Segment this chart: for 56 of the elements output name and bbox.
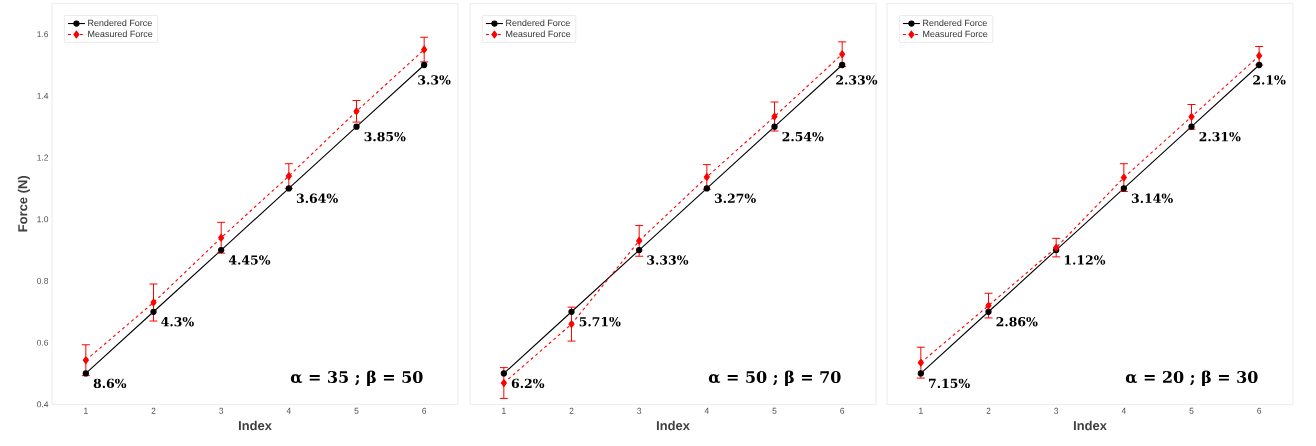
y-tick-label: 0.8 [37,277,49,284]
annotation: 3.14% [1131,193,1173,203]
y-tick-label: 1.4 [37,92,49,99]
annotation: 3.27% [714,193,756,203]
legend-label: Rendered Force [88,19,152,26]
x-tick-label: 5 [772,407,777,414]
annotation: 3.3% [418,75,451,85]
x-tick-label: 2 [151,407,156,414]
x-tick-label: 3 [637,407,642,414]
x-tick-label: 5 [354,407,359,414]
annotation: α = 20 ; β = 30 [1125,370,1258,386]
annotation: 2.33% [836,75,878,85]
x-tick-label: 2 [986,407,991,414]
legend-label: Measured Force [88,30,153,37]
annotation: 2.54% [782,131,824,142]
annotation: 7.15% [929,378,970,388]
legend-label: Measured Force [923,30,988,37]
x-tick-label: 1 [84,407,88,414]
y-axis-title: Force (N) [17,175,30,232]
annotation: 4.3% [161,316,194,327]
x-tick-label: 2 [569,407,574,414]
annotation: 3.33% [647,255,689,265]
annotation: α = 50 ; β = 70 [708,370,841,386]
x-tick-label: 4 [704,407,709,414]
annotation: 2.86% [996,316,1038,327]
y-tick-label: 1.2 [37,154,49,161]
x-axis-title: Index [656,420,690,431]
annotation: 4.45% [228,255,271,265]
legend-label: Rendered Force [506,19,570,26]
annotation: α = 35 ; β = 50 [290,370,423,386]
x-tick-label: 6 [840,407,845,414]
x-axis-title: Index [238,420,272,431]
legend-label: Rendered Force [923,19,987,26]
annotation: 2.31% [1199,131,1241,142]
y-tick-label: 1.6 [37,31,49,37]
annotation: 1.12% [1064,255,1106,265]
x-tick-label: 6 [1257,407,1262,414]
legend-label: Measured Force [506,30,571,37]
x-tick-label: 3 [1054,407,1059,414]
annotation: 3.64% [296,193,338,203]
y-tick-label: 0.4 [37,401,49,408]
annotation: 3.85% [364,131,406,142]
x-tick-label: 4 [286,407,291,414]
x-tick-label: 1 [919,407,923,414]
annotation: 8.6% [93,378,127,388]
y-tick-label: 1.0 [37,216,49,223]
x-tick-label: 3 [219,407,224,414]
x-tick-label: 1 [502,407,506,414]
x-tick-label: 6 [422,407,427,414]
annotation: 6.2% [511,378,545,388]
x-tick-label: 5 [1189,407,1194,414]
x-axis-title: Index [1073,420,1107,431]
x-tick-label: 4 [1121,407,1126,414]
y-tick-label: 0.6 [37,339,49,346]
annotation: 2.1% [1253,75,1286,85]
annotation: 5.71% [579,316,621,327]
